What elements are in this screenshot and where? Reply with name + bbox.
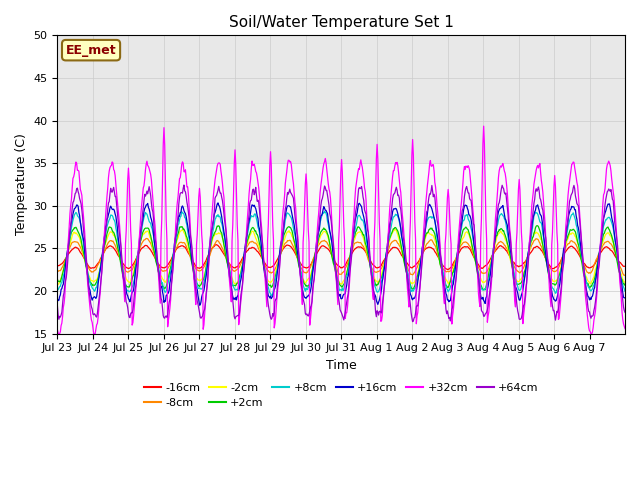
+32cm	[433, 192, 440, 197]
+32cm	[54, 327, 61, 333]
-2cm	[275, 258, 282, 264]
-2cm	[225, 265, 233, 271]
+32cm	[480, 123, 488, 129]
+2cm	[225, 265, 232, 271]
-2cm	[433, 245, 441, 251]
+8cm	[401, 255, 409, 261]
+8cm	[433, 235, 441, 241]
+64cm	[433, 217, 441, 223]
Y-axis label: Temperature (C): Temperature (C)	[15, 133, 28, 236]
+32cm	[225, 273, 233, 279]
+8cm	[321, 208, 328, 214]
-8cm	[401, 255, 408, 261]
+2cm	[274, 264, 282, 270]
+2cm	[400, 257, 408, 263]
Line: +8cm: +8cm	[58, 211, 625, 296]
-8cm	[621, 272, 629, 278]
+64cm	[409, 319, 417, 324]
Text: EE_met: EE_met	[66, 44, 116, 57]
Line: +64cm: +64cm	[58, 185, 625, 322]
-16cm	[212, 242, 220, 248]
+64cm	[54, 303, 61, 309]
Line: -2cm: -2cm	[58, 229, 625, 284]
+64cm	[180, 182, 188, 188]
+32cm	[55, 331, 63, 336]
Line: -16cm: -16cm	[58, 245, 625, 269]
+8cm	[253, 216, 260, 222]
+16cm	[120, 276, 128, 281]
-8cm	[142, 236, 150, 241]
-8cm	[275, 256, 282, 262]
+32cm	[401, 239, 408, 245]
+32cm	[121, 299, 129, 304]
-16cm	[120, 262, 128, 268]
-16cm	[433, 251, 440, 256]
+32cm	[621, 326, 629, 332]
+16cm	[214, 200, 222, 206]
X-axis label: Time: Time	[326, 359, 356, 372]
-2cm	[621, 279, 629, 285]
+8cm	[54, 285, 61, 291]
-16cm	[621, 264, 629, 269]
+2cm	[120, 277, 128, 283]
Legend: -16cm, -8cm, -2cm, +2cm, +8cm, +16cm, +32cm, +64cm: -16cm, -8cm, -2cm, +2cm, +8cm, +16cm, +3…	[140, 378, 543, 412]
+2cm	[54, 276, 61, 282]
+16cm	[254, 216, 262, 221]
Line: +32cm: +32cm	[58, 126, 625, 334]
+16cm	[433, 231, 441, 237]
-16cm	[253, 249, 261, 254]
+8cm	[225, 261, 232, 266]
-8cm	[120, 264, 128, 270]
+2cm	[533, 223, 541, 228]
-2cm	[121, 270, 129, 276]
+64cm	[401, 243, 408, 249]
+8cm	[621, 288, 629, 294]
+64cm	[253, 198, 261, 204]
+8cm	[120, 274, 128, 279]
-16cm	[225, 260, 233, 266]
-8cm	[225, 261, 233, 266]
+2cm	[481, 287, 489, 293]
Line: +2cm: +2cm	[58, 226, 625, 290]
+2cm	[432, 235, 440, 241]
+2cm	[253, 231, 260, 237]
-2cm	[54, 281, 61, 287]
+16cm	[276, 252, 284, 258]
+8cm	[268, 293, 275, 299]
+16cm	[196, 302, 204, 308]
+64cm	[621, 310, 629, 315]
-2cm	[392, 227, 399, 232]
-8cm	[620, 272, 628, 278]
+64cm	[120, 279, 128, 285]
+16cm	[401, 261, 409, 267]
+64cm	[225, 264, 233, 270]
Title: Soil/Water Temperature Set 1: Soil/Water Temperature Set 1	[228, 15, 454, 30]
-2cm	[253, 240, 261, 245]
+16cm	[226, 276, 234, 282]
-16cm	[401, 257, 408, 263]
-2cm	[54, 281, 62, 287]
Bar	[58, 36, 625, 163]
-8cm	[433, 246, 440, 252]
+16cm	[621, 295, 629, 301]
+64cm	[275, 276, 282, 282]
+32cm	[253, 174, 261, 180]
-8cm	[253, 242, 261, 248]
Line: +16cm: +16cm	[58, 203, 625, 305]
-16cm	[275, 254, 282, 260]
-16cm	[444, 266, 452, 272]
-2cm	[401, 262, 409, 268]
Line: -8cm: -8cm	[58, 239, 625, 275]
-8cm	[54, 269, 61, 275]
+8cm	[275, 259, 282, 264]
-16cm	[54, 263, 61, 268]
+2cm	[621, 282, 629, 288]
+16cm	[54, 299, 61, 304]
+32cm	[275, 277, 282, 283]
